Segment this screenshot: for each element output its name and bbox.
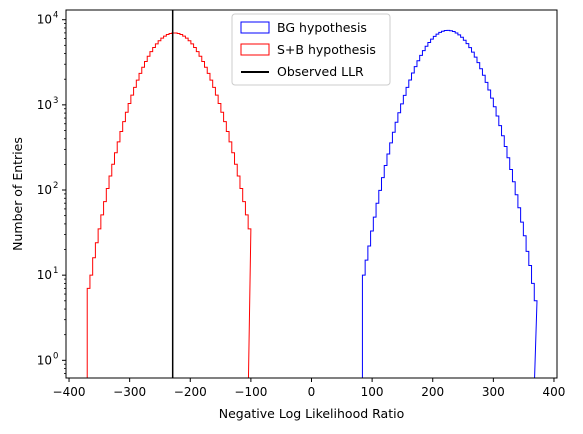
y-tick-label: 10 [37, 353, 52, 367]
y-tick-label: 10 [37, 268, 52, 282]
x-tick-label: 0 [308, 385, 316, 399]
y-tick-exponent: 1 [53, 266, 58, 276]
series-layer [86, 10, 538, 379]
y-tick-exponent: 0 [53, 351, 58, 361]
y-axis-label: Number of Entries [10, 137, 25, 251]
legend-label-bg: BG hypothesis [277, 20, 367, 35]
x-tick-label: 100 [361, 385, 384, 399]
legend-label-sb: S+B hypothesis [277, 42, 376, 57]
legend-label-observed: Observed LLR [277, 64, 364, 79]
x-axis-label: Negative Log Likelihood Ratio [219, 406, 404, 421]
x-tick-label: −300 [113, 385, 146, 399]
x-tick-label: 200 [421, 385, 444, 399]
y-tick-label: 10 [37, 183, 52, 197]
legend-box [231, 13, 391, 86]
x-tick-label: −200 [174, 385, 207, 399]
x-tick-label: 300 [482, 385, 505, 399]
legend: BG hypothesis S+B hypothesis Observed LL… [231, 13, 391, 86]
y-tick-exponent: 2 [53, 181, 58, 191]
x-tick-label: 400 [543, 385, 566, 399]
y-tick-label: 10 [37, 98, 52, 112]
x-axis: −400 −300 −200 −100 0 100 200 300 400 [53, 378, 566, 399]
y-tick-label: 10 [37, 13, 52, 27]
histogram-series-0 [361, 29, 538, 379]
y-tick-exponent: 4 [53, 11, 58, 21]
legend-swatch-sb [240, 43, 270, 56]
x-tick-label: −400 [53, 385, 86, 399]
histogram-series-1 [86, 32, 252, 379]
x-tick-label: −100 [234, 385, 267, 399]
legend-swatch-bg [240, 21, 270, 34]
y-tick-exponent: 3 [53, 96, 58, 106]
